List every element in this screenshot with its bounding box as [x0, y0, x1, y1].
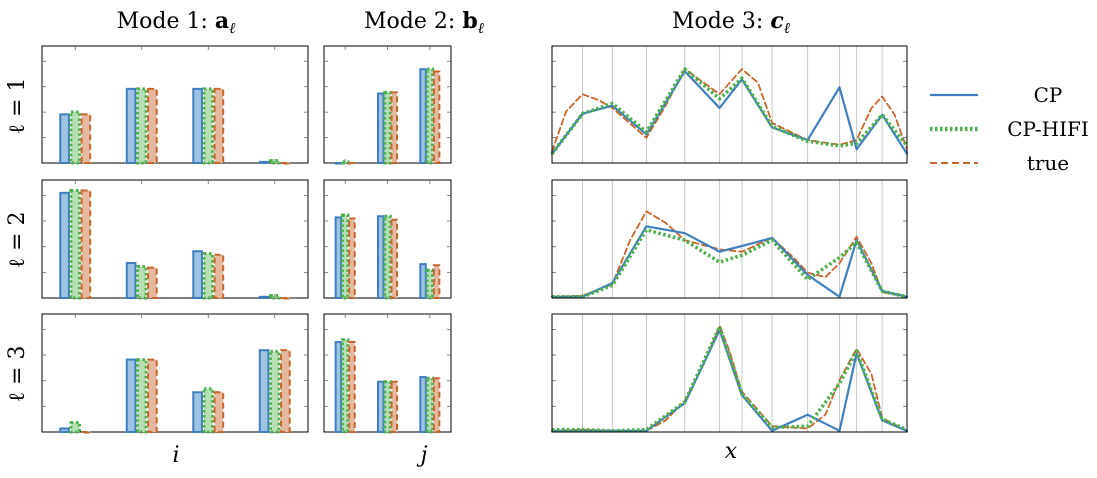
panel-mode1-l1	[41, 45, 309, 165]
bar-true-2	[147, 358, 158, 433]
bar-cp-4	[258, 349, 270, 434]
bar-cphifi-3	[202, 387, 215, 434]
bar-cp-1	[59, 191, 70, 299]
bar-cphifi-3	[425, 67, 435, 165]
bar-cphifi-1	[69, 421, 82, 434]
bar-cphifi-1	[340, 160, 350, 165]
bar-cp-1	[59, 427, 70, 433]
bar-true-1	[348, 217, 356, 299]
bar-cphifi-1	[340, 213, 350, 300]
panels	[41, 45, 909, 434]
bar-cp-1	[334, 341, 343, 434]
bar-true-3	[213, 87, 225, 164]
bar-cp-3	[419, 376, 427, 434]
bar-cphifi-2	[135, 87, 148, 165]
bar-true-1	[80, 113, 92, 165]
bar-true-1	[348, 162, 356, 165]
bar-cp-3	[192, 87, 203, 164]
bar-cp-1	[59, 113, 70, 165]
bar-true-2	[390, 380, 399, 433]
bar-cphifi-1	[69, 110, 82, 165]
bar-cp-3	[419, 263, 427, 299]
bar-cp-4	[258, 295, 270, 299]
panel-mode2-l1	[323, 45, 452, 165]
bar-cphifi-2	[135, 358, 148, 434]
bar-true-2	[390, 91, 399, 164]
bar-true-2	[147, 87, 158, 164]
row-label-2: ℓ = 2	[5, 212, 30, 269]
bar-cphifi-2	[135, 264, 148, 300]
panel-frame	[551, 313, 908, 433]
x-label-j: j	[416, 443, 428, 468]
legend-label-cp: CP	[1034, 83, 1063, 107]
bar-cphifi-1	[340, 338, 350, 434]
bar-cp-2	[125, 87, 137, 164]
bar-true-4	[280, 349, 291, 434]
bar-cphifi-3	[202, 87, 215, 165]
panel-frame-top	[551, 45, 908, 164]
panel-mode3-l3	[550, 313, 909, 433]
bar-true-2	[390, 218, 399, 300]
bar-cphifi-3	[202, 252, 215, 300]
bar-cp-2	[376, 92, 385, 164]
series-line-true	[551, 68, 908, 153]
bar-true-4	[280, 297, 291, 300]
bar-true-1	[348, 341, 356, 434]
series-line-cphifi	[550, 67, 909, 155]
bar-cp-3	[192, 391, 203, 433]
bar-true-2	[147, 266, 158, 299]
panel-frame	[551, 179, 908, 299]
row-label-1: ℓ = 1	[5, 78, 30, 135]
bar-cp-2	[376, 380, 385, 433]
panel-mode3-l1	[550, 45, 909, 164]
series-line-cphifi	[552, 325, 908, 433]
legend: CP CP-HIFI true	[930, 83, 1089, 175]
bar-cp-2	[125, 358, 137, 433]
bar-cphifi-2	[383, 380, 392, 434]
bar-cphifi-1	[69, 189, 82, 300]
bar-true-1	[80, 431, 92, 434]
bar-cphifi-3	[425, 268, 435, 300]
bar-true-3	[432, 377, 441, 433]
bar-true-3	[213, 391, 225, 433]
panel-mode3-l2	[550, 179, 909, 299]
bar-cphifi-4	[268, 349, 281, 434]
panel-frame-top	[551, 313, 908, 433]
row-label-3: ℓ = 3	[5, 346, 30, 403]
bar-true-3	[432, 264, 441, 300]
legend-label-cphifi: CP-HIFI	[1007, 117, 1089, 141]
bar-cp-1	[334, 162, 343, 165]
series-line-true	[551, 210, 908, 298]
bar-cphifi-4	[268, 294, 281, 300]
bar-cphifi-4	[268, 159, 281, 165]
panel-mode1-l3	[41, 313, 309, 434]
bar-cp-1	[334, 216, 343, 299]
bar-cphifi-2	[383, 214, 392, 300]
legend-label-true: true	[1027, 151, 1069, 175]
bar-cp-3	[192, 250, 203, 300]
bar-true-3	[213, 253, 225, 299]
panel-frame-top	[551, 179, 908, 299]
bar-cphifi-2	[383, 90, 392, 165]
x-label-x: x	[725, 439, 738, 464]
column-title-mode1: Mode 1: aℓ	[117, 8, 236, 37]
bar-cp-3	[419, 68, 427, 164]
series-line-cp	[550, 225, 909, 298]
bar-true-4	[280, 162, 291, 165]
bar-true-1	[80, 189, 92, 300]
panel-mode2-l2	[323, 179, 452, 300]
panel-mode1-l2	[41, 179, 309, 300]
column-title-mode3: Mode 3: cℓ	[672, 8, 790, 37]
panel-mode2-l3	[323, 313, 452, 434]
bar-cp-2	[125, 261, 137, 300]
series-line-cphifi	[552, 228, 908, 299]
bar-cp-4	[258, 160, 270, 165]
bar-cphifi-3	[425, 376, 435, 434]
column-title-mode2: Mode 2: bℓ	[364, 8, 484, 37]
bar-cp-2	[376, 215, 385, 299]
bar-true-3	[432, 70, 441, 164]
x-label-i: i	[172, 443, 179, 468]
